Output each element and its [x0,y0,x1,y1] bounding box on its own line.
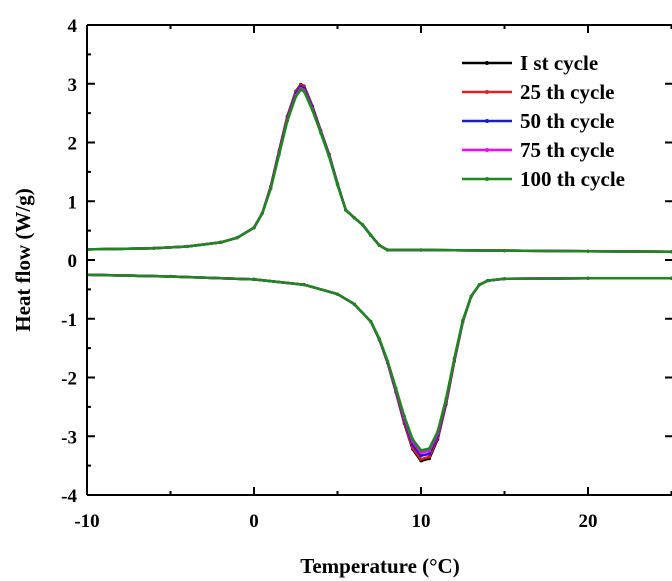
series-5-point [444,397,448,401]
legend-marker [485,61,489,65]
series-5-point [260,211,264,215]
series-curves [87,82,672,463]
series-5-point [469,294,473,299]
series-4-point [419,451,423,455]
legend-marker [485,119,489,123]
series-5-point [411,437,415,441]
legend-marker [485,90,489,94]
series-5-point [386,248,390,252]
series-1-lower-curve [87,273,672,463]
series-2-lower-curve [87,273,672,461]
series-5-point [352,302,356,306]
series-5-point [369,320,373,324]
series-5-point [502,249,507,253]
series-5-point [335,292,340,296]
series-5-point [302,283,306,287]
legend-label: 100 th cycle [520,167,625,191]
legend-label: 25 th cycle [520,80,614,104]
series-5-point [219,240,223,244]
series-5-point [419,448,423,452]
series-5-point [502,277,507,281]
series-5-point [386,359,390,363]
series-5-point [477,283,482,287]
series-5-point [299,88,303,92]
series-5-point [185,244,189,249]
series-5-point [235,236,239,240]
legend-label: 50 th cycle [520,109,614,133]
series-5-point [327,155,331,159]
y-tick-label: -4 [61,486,77,507]
y-tick-label: 4 [68,16,78,37]
y-tick-label: 0 [68,251,78,272]
y-tick-label: 3 [68,75,78,96]
x-tick-label: 10 [412,511,431,532]
series-5-point [310,108,315,112]
y-axis-title: Heat flow (W/g) [11,188,35,331]
series-5-point [294,95,298,99]
x-tick-label: 0 [249,511,259,532]
series-5-point [377,337,381,341]
series-5-point [436,429,440,434]
x-tick-label: -10 [74,511,99,532]
series-4-point [427,449,431,453]
legend-label: I st cycle [520,51,598,75]
series-5-point [369,233,373,237]
legend: I st cycle 25 th cycle 50 th cycle 75 th cy… [462,51,625,191]
legend-marker [485,177,489,181]
series-5-point [319,131,323,135]
y-tick-label: 1 [68,192,78,213]
y-tick-label: -3 [61,427,77,448]
series-5-lower-curve [87,273,672,452]
series-5-point [452,356,456,360]
series-2-point [427,455,431,459]
series-5-point [277,153,281,157]
series-5-point [427,446,431,451]
series-5-point [419,248,423,252]
series-5-point [252,277,256,281]
series-5-point [344,208,348,212]
series-5-point [335,183,340,187]
series-5-point [168,274,173,279]
series-5-point [394,386,398,390]
y-tick-label: 2 [68,134,78,155]
series-5-point [377,243,381,247]
series-5-point [402,414,406,418]
series-3-point [427,452,431,456]
y-tick-label: -2 [61,369,77,390]
series-2-point [419,457,423,461]
series-5-point [669,276,672,280]
series-5-point [269,187,273,191]
series-5-point [352,216,356,220]
series-5-point [586,249,590,253]
series-5-point [302,89,306,93]
series-5-point [360,223,365,227]
series-5-point [252,226,256,230]
series-5-point [461,318,465,323]
series-5-point [152,246,156,250]
series-5-point [486,278,490,283]
y-tick-label: -1 [61,310,77,331]
x-tick-label: 20 [579,511,598,532]
legend-label: 75 th cycle [520,138,614,162]
series-5-point [285,119,289,123]
series-3-point [419,454,423,458]
series-5-point [669,250,672,254]
series-4-lower-curve [87,273,672,454]
series-5-point [586,276,590,280]
series-5 [87,88,672,452]
legend-marker [485,148,489,152]
series-3-lower-curve [87,273,672,457]
x-axis-title: Temperature (°C) [300,554,459,578]
